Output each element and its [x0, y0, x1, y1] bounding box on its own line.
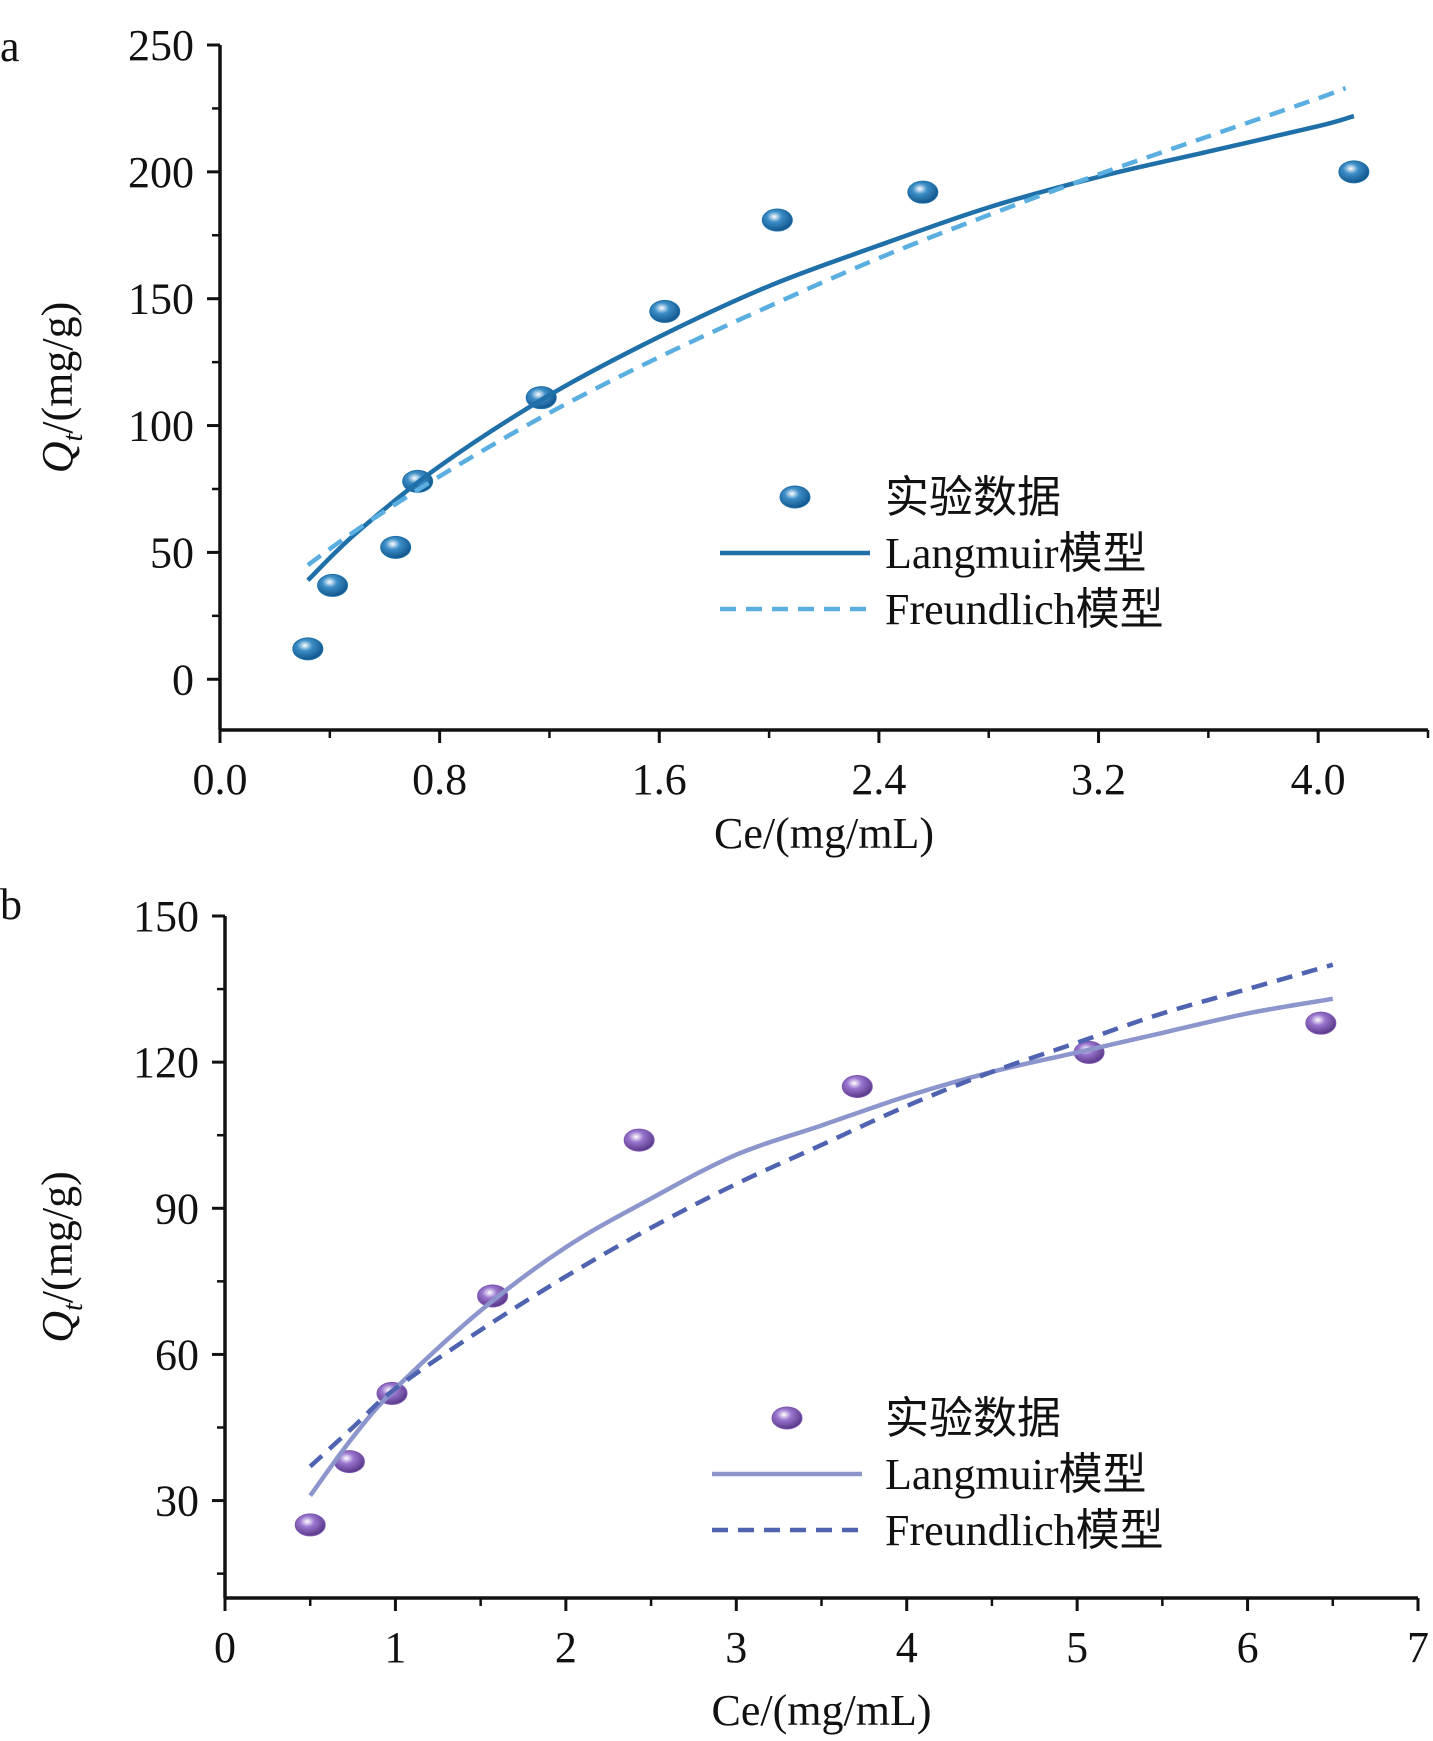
panel-label: b	[0, 880, 22, 929]
legend-label: Freundlich模型	[885, 1506, 1164, 1555]
data-point	[1305, 1011, 1337, 1035]
y-axis-title-symbol: Q	[33, 441, 82, 473]
data-point	[292, 637, 324, 661]
y-axis-title: Qt/(mg/g)	[33, 302, 89, 474]
x-tick-label: 0.8	[412, 755, 467, 804]
legend-label: 实验数据	[885, 1394, 1061, 1443]
data-point	[477, 1284, 509, 1308]
data-point	[907, 180, 939, 204]
y-tick-label: 100	[128, 402, 194, 451]
chart-panel-b: b 0 1 2 3 4 5 6 7 30 60 90 120 150 Ce/(mg/mL) Qt/(mg/g)…	[0, 880, 1429, 1735]
y-tick-label: 200	[128, 148, 194, 197]
x-tick-label: 6	[1237, 1623, 1259, 1672]
y-axis-title: Qt/(mg/g)	[33, 1171, 89, 1343]
panel-label: a	[0, 22, 20, 71]
data-point	[294, 1513, 326, 1537]
freundlich-curve	[306, 86, 1347, 567]
freundlich-curve	[308, 962, 1334, 1469]
y-tick-label: 120	[133, 1038, 199, 1087]
y-axis-title-symbol: Q	[33, 1311, 82, 1343]
y-tick-label: 250	[128, 21, 194, 70]
y-tick-label: 30	[155, 1477, 199, 1526]
x-tick-label: 7	[1407, 1623, 1429, 1672]
langmuir-curve	[306, 113, 1355, 582]
data-point	[623, 1128, 655, 1152]
x-axis-title: Ce/(mg/mL)	[712, 1686, 932, 1735]
data-point	[380, 535, 412, 559]
x-tick-label: 0.0	[193, 755, 248, 804]
y-axis-title-unit: /(mg/g)	[33, 1171, 82, 1303]
x-tick-label: 2.4	[851, 755, 906, 804]
x-tick-label: 0	[214, 1623, 236, 1672]
x-tick-label: 4.0	[1291, 755, 1346, 804]
data-point	[317, 573, 349, 597]
x-tick-label: 3	[725, 1623, 747, 1672]
legend-marker	[779, 485, 811, 509]
y-tick-label: 50	[150, 528, 194, 577]
x-tick-label: 3.2	[1071, 755, 1126, 804]
legend-label: Langmuir模型	[885, 1450, 1147, 1499]
x-tick-label: 5	[1066, 1623, 1088, 1672]
langmuir-curve	[308, 996, 1334, 1498]
y-axis-title-subscript: t	[58, 432, 89, 441]
y-tick-label: 0	[172, 655, 194, 704]
y-axis-title-subscript: t	[58, 1302, 89, 1311]
y-tick-label: 150	[128, 275, 194, 324]
y-tick-label: 90	[155, 1184, 199, 1233]
y-tick-label: 150	[133, 892, 199, 941]
y-axis-title-unit: /(mg/g)	[33, 302, 82, 434]
data-point	[761, 208, 793, 232]
x-tick-label: 2	[555, 1623, 577, 1672]
data-point	[841, 1075, 873, 1098]
legend-label: Freundlich模型	[885, 585, 1164, 634]
legend-marker	[771, 1406, 803, 1430]
x-axis-title: Ce/(mg/mL)	[714, 809, 934, 858]
legend-label: Langmuir模型	[885, 529, 1147, 578]
data-point	[1338, 160, 1370, 184]
x-tick-label: 1	[384, 1623, 406, 1672]
data-point	[649, 299, 681, 323]
x-tick-label: 1.6	[632, 755, 687, 804]
y-tick-label: 60	[155, 1330, 199, 1379]
chart-panel-a: a 0.0 0.8 1.6 2.4 3.2 4.0 0 50 100 150 200 250 Ce/(mg…	[0, 21, 1430, 858]
legend-label: 实验数据	[885, 473, 1061, 522]
x-tick-label: 4	[896, 1623, 918, 1672]
